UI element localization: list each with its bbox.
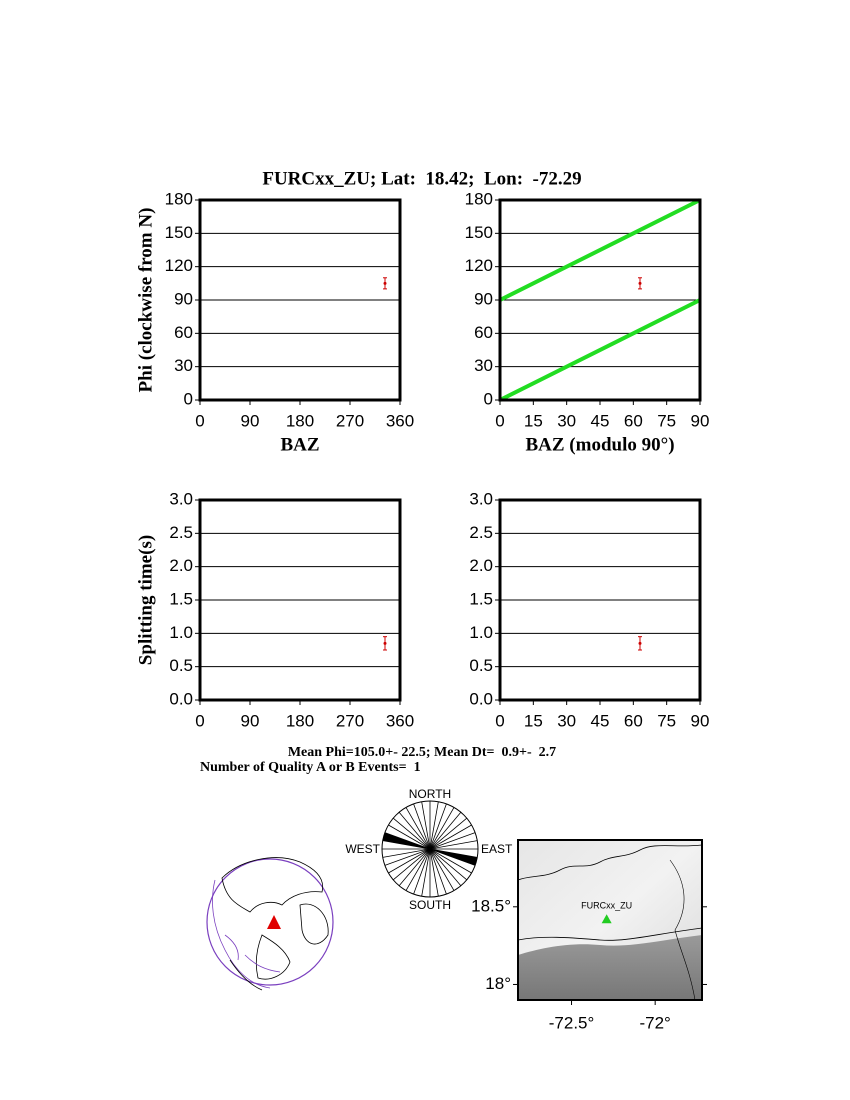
map-x-tick-label: -72.5°	[549, 1013, 595, 1032]
x-tick-label: 45	[591, 411, 610, 430]
x-axis-label: BAZ (modulo 90°)	[525, 434, 674, 455]
reference-line	[499, 198, 701, 302]
x-tick-label: 270	[336, 411, 364, 430]
x-tick-label: 75	[657, 411, 676, 430]
y-tick-label: 2.0	[469, 556, 493, 575]
map-y-tick-label: 18°	[485, 974, 511, 993]
y-tick-label: 180	[465, 189, 493, 208]
y-tick-label: 0.5	[169, 656, 193, 675]
y-tick-label: 60	[174, 323, 193, 342]
map	[517, 839, 703, 1001]
map-border	[669, 859, 696, 1001]
x-tick-label: 360	[386, 711, 414, 730]
y-tick-label: 120	[165, 256, 193, 275]
rose-wedge	[430, 849, 478, 866]
y-tick-label: 180	[165, 189, 193, 208]
x-tick-label: 0	[495, 411, 504, 430]
y-tick-label: 1.5	[169, 589, 193, 608]
map-x-tick-label: -72°	[639, 1013, 670, 1032]
x-tick-label: 0	[195, 411, 204, 430]
plot-frame	[498, 198, 702, 402]
rose-label: SOUTH	[409, 898, 451, 912]
station-marker	[601, 914, 612, 924]
y-tick-label: 2.5	[469, 523, 493, 542]
y-tick-label: 2.5	[169, 523, 193, 542]
x-tick-label: 60	[624, 411, 643, 430]
x-tick-label: 180	[286, 411, 314, 430]
y-axis-label: Phi (clockwise from N)	[135, 208, 156, 393]
data-point	[638, 281, 642, 285]
globe-station	[267, 915, 281, 929]
x-tick-label: 60	[624, 711, 643, 730]
y-tick-label: 30	[174, 356, 193, 375]
globe-land	[229, 959, 263, 991]
plot-frame	[198, 198, 402, 402]
data-point	[383, 281, 387, 285]
map-coast	[517, 927, 703, 941]
globe-land	[299, 903, 329, 945]
globe-boundary	[212, 879, 281, 989]
x-tick-label: 270	[336, 711, 364, 730]
x-tick-label: 180	[286, 711, 314, 730]
y-tick-label: 150	[165, 223, 193, 242]
figure-title: FURCxx_ZU; Lat: 18.42; Lon: -72.29	[262, 168, 581, 189]
x-tick-label: 75	[657, 711, 676, 730]
y-tick-label: 3.0	[469, 489, 493, 508]
y-tick-label: 90	[474, 289, 493, 308]
x-tick-label: 30	[557, 411, 576, 430]
x-tick-label: 90	[241, 411, 260, 430]
rose-label: EAST	[481, 842, 513, 856]
y-tick-label: 0.0	[169, 689, 193, 708]
plot-frame	[198, 498, 402, 702]
map-terrain	[518, 935, 702, 1000]
y-tick-label: 1.5	[469, 589, 493, 608]
x-tick-label: 45	[591, 711, 610, 730]
rose-label: NORTH	[409, 787, 451, 801]
summary-line: Number of Quality A or B Events= 1	[200, 760, 421, 775]
rose-diagram	[381, 800, 479, 898]
y-axis-label: Splitting time(s)	[135, 535, 156, 665]
globe-land	[255, 934, 291, 980]
x-tick-label: 15	[524, 711, 543, 730]
globe-land	[221, 857, 324, 913]
y-tick-label: 120	[465, 256, 493, 275]
map-frame	[517, 839, 703, 1001]
y-tick-label: 0	[184, 389, 193, 408]
data-point	[638, 641, 642, 645]
x-axis-label: BAZ	[280, 434, 319, 455]
x-tick-label: 90	[691, 411, 710, 430]
rose-label: WEST	[345, 842, 380, 856]
y-tick-label: 0.5	[469, 656, 493, 675]
x-tick-label: 0	[495, 711, 504, 730]
reference-line	[499, 298, 701, 402]
y-tick-label: 1.0	[469, 623, 493, 642]
y-tick-label: 60	[474, 323, 493, 342]
data-point	[383, 641, 387, 645]
y-tick-label: 3.0	[169, 489, 193, 508]
rose-wedge	[382, 832, 430, 849]
x-tick-label: 90	[691, 711, 710, 730]
map-coast	[517, 844, 703, 881]
y-tick-label: 2.0	[169, 556, 193, 575]
y-tick-label: 90	[174, 289, 193, 308]
y-tick-label: 30	[474, 356, 493, 375]
x-tick-label: 90	[241, 711, 260, 730]
globe	[206, 857, 334, 991]
x-tick-label: 15	[524, 411, 543, 430]
x-tick-label: 30	[557, 711, 576, 730]
station-label: FURCxx_ZU	[581, 901, 632, 911]
x-tick-label: 0	[195, 711, 204, 730]
summary-line: Mean Phi=105.0+- 22.5; Mean Dt= 0.9+- 2.…	[288, 745, 556, 760]
y-tick-label: 0	[484, 389, 493, 408]
globe-outline	[206, 858, 334, 986]
y-tick-label: 0.0	[469, 689, 493, 708]
y-tick-label: 150	[465, 223, 493, 242]
x-tick-label: 360	[386, 411, 414, 430]
map-y-tick-label: 18.5°	[471, 896, 511, 915]
plot-frame	[498, 498, 702, 702]
y-tick-label: 1.0	[169, 623, 193, 642]
